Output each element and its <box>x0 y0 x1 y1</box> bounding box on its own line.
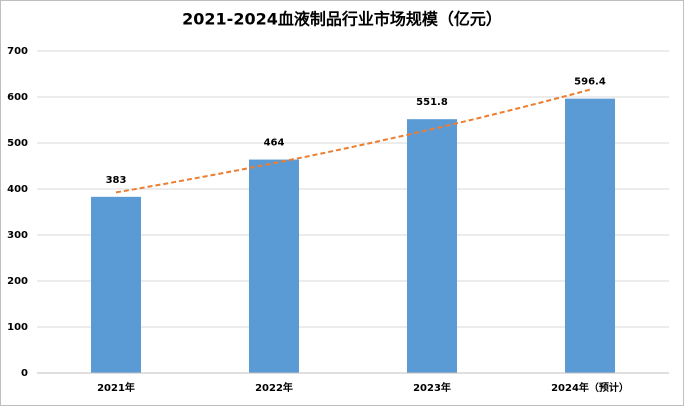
data-label: 383 <box>106 175 127 186</box>
data-label: 464 <box>264 138 285 149</box>
y-tick-label: 200 <box>7 276 28 287</box>
trendline <box>115 88 591 194</box>
x-tick-label: 2021年 <box>97 381 135 394</box>
y-tick-label: 300 <box>7 230 28 241</box>
y-tick-label: 500 <box>7 138 28 149</box>
x-tick-label: 2023年 <box>413 381 451 394</box>
y-tick-label: 100 <box>7 322 28 333</box>
chart-title: 2021-2024血液制品行业市场规模（亿元） <box>182 10 502 29</box>
x-tick-label: 2022年 <box>255 381 293 394</box>
y-tick-label: 600 <box>7 92 28 103</box>
bar <box>565 98 615 373</box>
y-tick-label: 400 <box>7 184 28 195</box>
y-tick-label: 0 <box>21 368 28 379</box>
bar <box>407 119 457 373</box>
x-tick-label: 2024年（预计） <box>551 381 629 394</box>
y-tick-label: 700 <box>7 46 28 57</box>
bar <box>91 196 141 373</box>
data-label: 596.4 <box>574 77 606 88</box>
bar <box>249 159 299 373</box>
data-label: 551.8 <box>416 97 448 108</box>
